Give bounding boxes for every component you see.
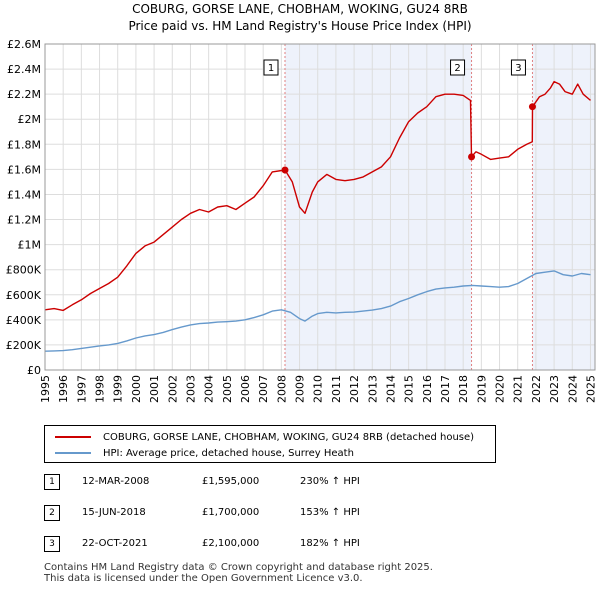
x-tick-label: 2021: [512, 375, 525, 403]
transaction-number: 1: [44, 474, 60, 490]
x-tick-label: 2007: [257, 375, 270, 403]
x-tick-label: 2008: [275, 375, 288, 403]
price-chart: £0 £200K £400K £600K £800K £1M £1.2M £1.4M £1.6M…: [6, 38, 598, 403]
y-tick-label: £2.4M: [7, 63, 41, 76]
x-tick-label: 2019: [475, 375, 488, 403]
sale-point: [528, 103, 536, 111]
x-tick-label: 1999: [112, 375, 125, 403]
y-tick-label: £200K: [6, 339, 42, 352]
legend-item-property: COBURG, GORSE LANE, CHOBHAM, WOKING, GU2…: [55, 429, 474, 445]
sale-label: 3: [515, 63, 521, 74]
sale-point: [468, 153, 476, 161]
y-tick-label: £1M: [18, 239, 42, 252]
plot-border: [44, 43, 596, 371]
y-tick-label: £1.6M: [7, 163, 41, 176]
transaction-hpi: 230% ↑ HPI: [300, 476, 360, 487]
x-tick-label: 2015: [403, 375, 416, 403]
transaction-hpi: 182% ↑ HPI: [300, 538, 360, 549]
transaction-date: 22-OCT-2021: [82, 538, 148, 549]
x-tick-label: 2024: [566, 375, 579, 403]
x-tick-label: 2017: [439, 375, 452, 403]
x-tick-label: 2011: [330, 375, 343, 403]
ownership-period-shade: [532, 44, 595, 370]
sale-point: [281, 166, 289, 174]
transaction-price: £2,100,000: [202, 538, 260, 549]
x-tick-label: 2025: [584, 375, 597, 403]
x-tick-label: 2000: [130, 375, 143, 403]
x-tick-label: 2020: [494, 375, 507, 403]
legend-label-hpi: HPI: Average price, detached house, Surr…: [103, 447, 354, 459]
x-tick-label: 2005: [221, 375, 234, 403]
y-tick-label: £1.8M: [7, 138, 41, 151]
sale-label-box: [510, 59, 526, 76]
x-tick-label: 2023: [548, 375, 561, 403]
hpi-line: [44, 270, 591, 352]
x-tick-label: 2014: [384, 375, 397, 403]
y-tick-label: £2.6M: [7, 38, 41, 51]
chart-title: COBURG, GORSE LANE, CHOBHAM, WOKING, GU2…: [132, 2, 468, 16]
x-tick-label: 1995: [39, 375, 52, 403]
y-tick-label: £1.2M: [7, 214, 41, 227]
footer-line: Contains HM Land Registry data © Crown c…: [44, 562, 433, 573]
transaction-price: £1,595,000: [202, 476, 260, 487]
x-tick-label: 2009: [294, 375, 307, 403]
transaction-date: 12-MAR-2008: [82, 476, 150, 487]
ownership-period-shade: [285, 44, 472, 370]
transaction-price: £1,700,000: [202, 507, 260, 518]
transaction-date: 15-JUN-2018: [82, 507, 146, 518]
x-tick-label: 2002: [166, 375, 179, 403]
y-tick-label: £2.2M: [7, 88, 41, 101]
sale-label-box: [263, 59, 279, 76]
legend-item-hpi: HPI: Average price, detached house, Surr…: [55, 445, 354, 461]
transaction-number: 3: [44, 536, 60, 552]
x-tick-label: 2006: [239, 375, 252, 403]
x-tick-label: 2013: [366, 375, 379, 403]
x-tick-label: 2010: [312, 375, 325, 403]
legend-swatch-property: [55, 436, 91, 438]
y-tick-label: £400K: [6, 314, 42, 327]
x-tick-label: 2022: [530, 375, 543, 403]
x-tick-label: 2004: [203, 375, 216, 403]
x-tick-label: 2012: [348, 375, 361, 403]
y-tick-label: £2M: [18, 113, 42, 126]
legend-label-property: COBURG, GORSE LANE, CHOBHAM, WOKING, GU2…: [103, 431, 475, 443]
y-tick-label: £800K: [6, 264, 42, 277]
x-tick-label: 2001: [148, 375, 161, 403]
x-tick-label: 1998: [94, 375, 107, 403]
sale-label: 1: [268, 63, 274, 74]
legend: COBURG, GORSE LANE, CHOBHAM, WOKING, GU2…: [44, 425, 496, 463]
x-tick-label: 1997: [75, 375, 88, 403]
x-tick-label: 1996: [57, 375, 70, 403]
transaction-hpi: 153% ↑ HPI: [300, 507, 360, 518]
y-tick-label: £0: [27, 364, 41, 377]
x-tick-label: 2003: [184, 375, 197, 403]
y-tick-label: £600K: [6, 289, 42, 302]
x-tick-label: 2018: [457, 375, 470, 403]
footer: Contains HM Land Registry data © Crown c…: [44, 562, 433, 584]
y-tick-label: £1.4M: [7, 188, 41, 201]
chart-subtitle: Price paid vs. HM Land Registry's House …: [128, 19, 472, 33]
x-tick-label: 2016: [421, 375, 434, 403]
property-price-line: [44, 80, 591, 312]
sale-label: 2: [454, 63, 460, 74]
transaction-number: 2: [44, 505, 60, 521]
legend-swatch-hpi: [55, 452, 91, 454]
footer-line: This data is licensed under the Open Gov…: [44, 573, 363, 584]
sale-label-box: [450, 59, 466, 76]
